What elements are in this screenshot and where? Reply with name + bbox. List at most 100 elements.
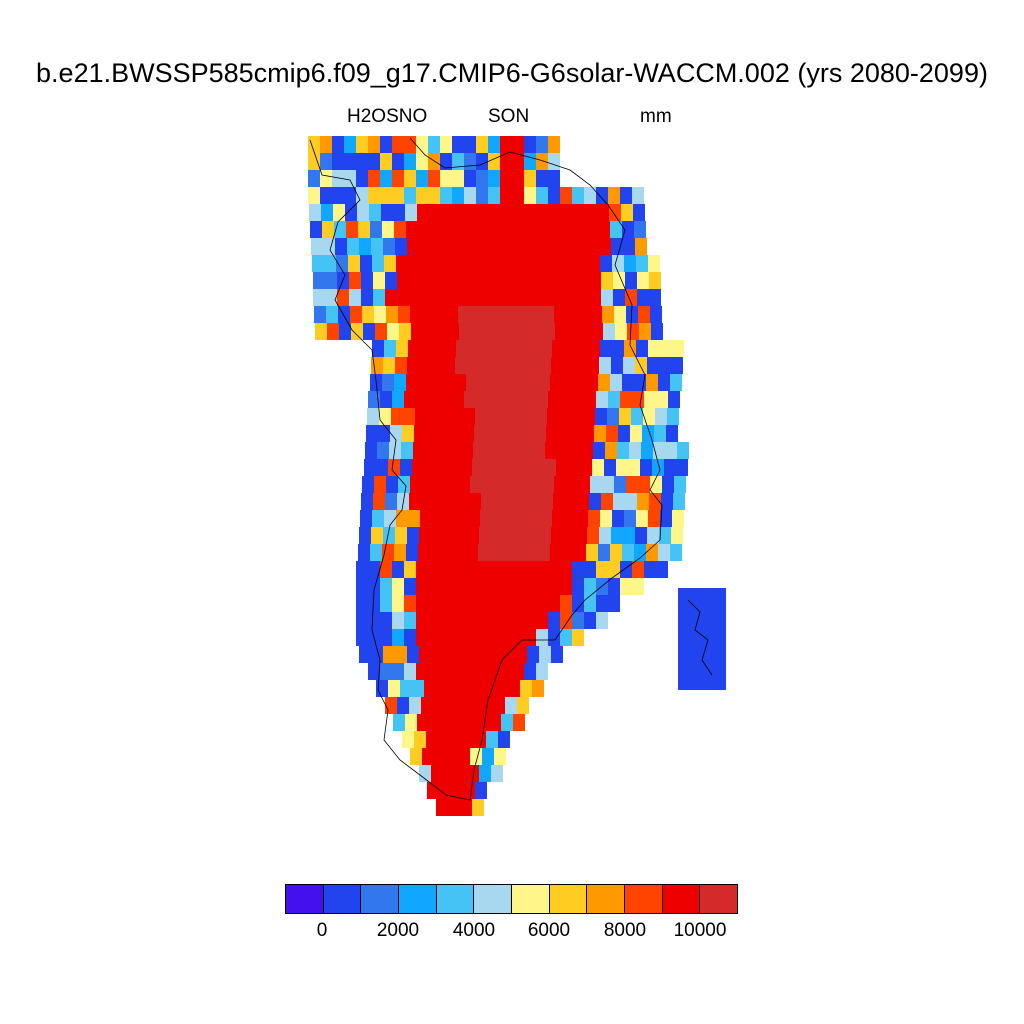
map-cell — [380, 629, 392, 646]
map-cell — [512, 391, 524, 408]
map-cell — [554, 476, 566, 493]
map-cell — [368, 153, 380, 170]
map-cell — [442, 374, 454, 391]
map-cell — [548, 612, 560, 629]
map-cell — [416, 663, 428, 680]
map-cell — [383, 646, 395, 663]
coastline-east-island — [687, 599, 713, 676]
map-cells — [308, 136, 726, 816]
map-cell — [474, 731, 486, 748]
map-cell — [519, 323, 531, 340]
map-cell — [467, 527, 479, 544]
map-cell — [408, 510, 420, 527]
map-cell — [426, 425, 438, 442]
map-cell — [466, 374, 478, 391]
map-cell — [457, 697, 469, 714]
map-cell — [622, 544, 634, 561]
map-cell — [320, 153, 332, 170]
map-cell — [356, 136, 368, 153]
map-cell — [538, 374, 550, 391]
map-cell — [529, 272, 541, 289]
map-cell — [447, 323, 459, 340]
map-cell — [443, 646, 455, 663]
map-cell — [432, 340, 444, 357]
map-cell — [374, 306, 386, 323]
map-cell — [648, 510, 660, 527]
map-cell — [702, 622, 714, 639]
map-cell — [587, 238, 599, 255]
map-cell — [661, 493, 673, 510]
map-cell — [512, 578, 524, 595]
map-cell — [448, 459, 460, 476]
map-cell — [404, 170, 416, 187]
map-cell — [408, 255, 420, 272]
map-cell — [524, 578, 536, 595]
map-cell — [579, 323, 591, 340]
map-cell — [362, 476, 374, 493]
map-cell — [491, 646, 503, 663]
map-cell — [622, 221, 634, 238]
map-cell — [444, 255, 456, 272]
map-cell — [416, 578, 428, 595]
map-cell — [636, 340, 648, 357]
map-cell — [658, 544, 670, 561]
map-cell — [481, 493, 493, 510]
map-cell — [428, 187, 440, 204]
map-cell — [488, 170, 500, 187]
map-cell — [332, 153, 344, 170]
map-cell — [625, 272, 637, 289]
map-cell — [596, 595, 608, 612]
map-cell — [604, 459, 616, 476]
map-cell — [440, 136, 452, 153]
map-cell — [489, 204, 501, 221]
map-cell — [430, 374, 442, 391]
map-cell — [439, 782, 451, 799]
map-cell — [359, 238, 371, 255]
map-cell — [567, 323, 579, 340]
map-cell — [361, 289, 373, 306]
map-cell — [419, 765, 431, 782]
map-cell — [580, 459, 592, 476]
map-cell — [440, 187, 452, 204]
map-cell — [637, 289, 649, 306]
map-cell — [500, 561, 512, 578]
map-cell — [678, 588, 690, 605]
map-cell — [526, 374, 538, 391]
map-cell — [638, 306, 650, 323]
map-cell — [508, 459, 520, 476]
map-cell — [449, 442, 461, 459]
map-cell — [540, 510, 552, 527]
map-cell — [362, 306, 374, 323]
map-cell — [469, 493, 481, 510]
map-cell — [404, 136, 416, 153]
map-cell — [421, 272, 433, 289]
map-cell — [474, 425, 486, 442]
map-cell — [416, 136, 428, 153]
map-cell — [423, 323, 435, 340]
map-cell — [357, 204, 369, 221]
map-cell — [636, 255, 648, 272]
map-cell — [403, 408, 415, 425]
map-cell — [494, 476, 506, 493]
map-cell — [536, 561, 548, 578]
colorbar-box — [512, 885, 550, 913]
map-cell — [634, 544, 646, 561]
map-cell — [462, 425, 474, 442]
map-cell — [676, 459, 688, 476]
map-cell — [416, 170, 428, 187]
map-cell — [610, 221, 622, 238]
map-cell — [469, 272, 481, 289]
map-cell — [634, 374, 646, 391]
map-cell — [418, 374, 430, 391]
map-cell — [500, 153, 512, 170]
map-cell — [365, 442, 377, 459]
map-cell — [526, 544, 538, 561]
map-cell — [616, 459, 628, 476]
map-cell — [529, 289, 541, 306]
map-cell — [440, 153, 452, 170]
map-cell — [466, 544, 478, 561]
map-title: b.e21.BWSSP585cmip6.f09_g17.CMIP6-G6sola… — [36, 58, 988, 88]
map-cell — [494, 306, 506, 323]
map-cell — [577, 493, 589, 510]
map-cell — [540, 255, 552, 272]
